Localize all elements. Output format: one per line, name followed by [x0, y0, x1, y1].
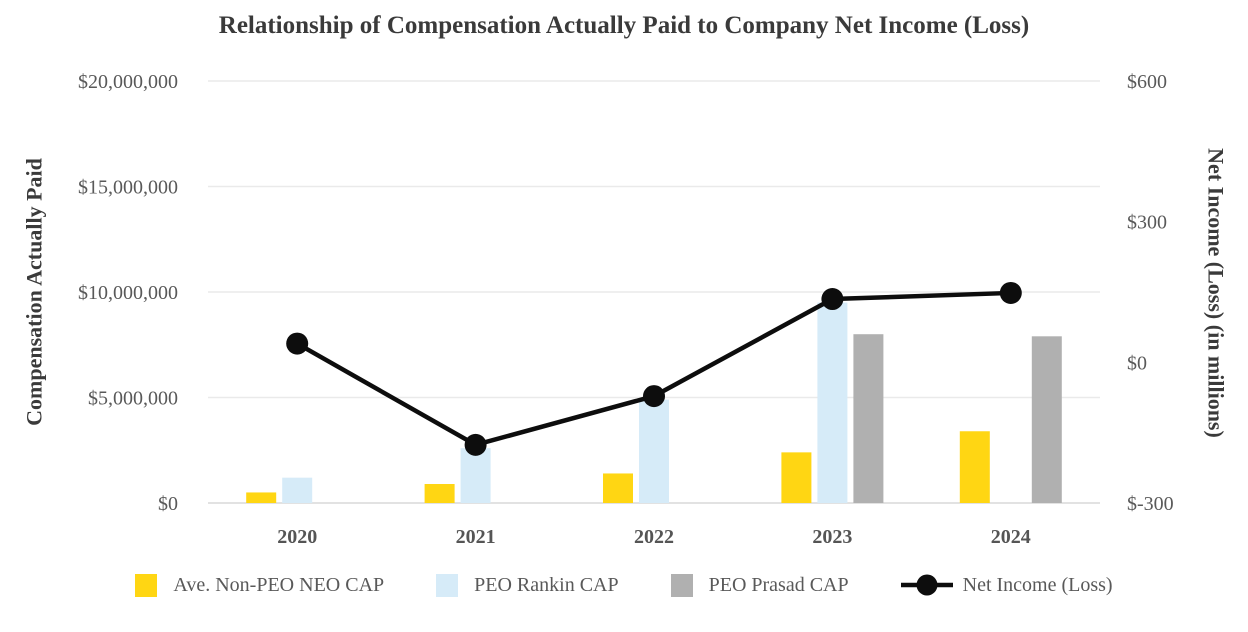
- left-axis-tick-label: $15,000,000: [78, 177, 178, 199]
- right-axis-tick-label: $0: [1127, 352, 1147, 374]
- legend-label-net-income-loss: Net Income (Loss): [962, 573, 1113, 596]
- net-income-loss-point-2020: [286, 332, 309, 355]
- x-axis-category-label: 2022: [634, 526, 674, 548]
- legend: Ave. Non-PEO NEO CAP PEO Rankin CAP PEO Pr…: [0, 573, 1248, 597]
- legend-swatch-peo-prasad-cap: [670, 573, 693, 597]
- bar-peo-rankin-cap-2022: [639, 399, 669, 503]
- left-axis-tick-label: $5,000,000: [88, 388, 178, 410]
- chart-title: Relationship of Compensation Actually Pa…: [218, 12, 1030, 39]
- bar-ave-non-peo-neo-cap-2024: [959, 431, 990, 503]
- legend-item-peo-rankin-cap: PEO Rankin CAP: [436, 573, 619, 597]
- legend-line-marker-icon: [900, 574, 953, 596]
- right-axis-title: Net Income (Loss) (in millions): [1203, 148, 1228, 438]
- legend-swatch-ave-non-peo-neo-cap: [135, 573, 158, 597]
- bar-peo-rankin-cap-2021: [460, 448, 491, 503]
- bar-layer: [246, 302, 1062, 503]
- x-axis-category-label: 2020: [277, 526, 317, 548]
- x-axis-category-label: 2021: [456, 526, 496, 548]
- bar-peo-prasad-cap-2024: [1031, 336, 1062, 503]
- left-axis-tick-label: $10,000,000: [78, 282, 178, 304]
- legend-item-ave-non-peo-neo-cap: Ave. Non-PEO NEO CAP: [135, 573, 385, 597]
- right-axis-tick-label: $-300: [1127, 493, 1174, 515]
- left-axis-tick-label: $0: [158, 493, 178, 515]
- right-axis-tick-label: $300: [1127, 212, 1167, 234]
- legend-label-ave-non-peo-neo-cap: Ave. Non-PEO NEO CAP: [173, 573, 385, 596]
- left-axis-tick-label: $20,000,000: [78, 71, 178, 93]
- bar-peo-prasad-cap-2023: [853, 334, 884, 503]
- line-layer: [286, 281, 1022, 456]
- x-axis-category-label: 2023: [812, 526, 852, 548]
- right-axis-tick-label: $600: [1127, 71, 1167, 93]
- bar-peo-rankin-cap-2023: [817, 302, 848, 503]
- legend-label-peo-prasad-cap: PEO Prasad CAP: [708, 573, 849, 596]
- bar-peo-rankin-cap-2020: [282, 477, 313, 503]
- legend-swatch-peo-rankin-cap: [436, 573, 459, 597]
- x-axis-category-label: 2024: [991, 526, 1031, 548]
- bar-ave-non-peo-neo-cap-2023: [781, 452, 812, 503]
- net-income-loss-point-2023: [821, 288, 844, 311]
- legend-item-net-income-loss: Net Income (Loss): [900, 573, 1113, 597]
- bar-ave-non-peo-neo-cap-2022: [603, 473, 633, 503]
- bar-ave-non-peo-neo-cap-2021: [424, 484, 455, 503]
- left-axis-title: Compensation Actually Paid: [22, 158, 47, 426]
- bar-ave-non-peo-neo-cap-2020: [246, 492, 277, 503]
- legend-label-peo-rankin-cap: PEO Rankin CAP: [474, 573, 619, 596]
- net-income-loss-point-2021: [464, 433, 487, 456]
- net-income-loss-point-2024: [999, 281, 1022, 304]
- legend-item-peo-prasad-cap: PEO Prasad CAP: [670, 573, 849, 597]
- net-income-loss-point-2022: [643, 385, 665, 408]
- tick-layer: $0 $5,000,000 $10,000,000 $15,000,000 $20,00…: [78, 71, 1174, 548]
